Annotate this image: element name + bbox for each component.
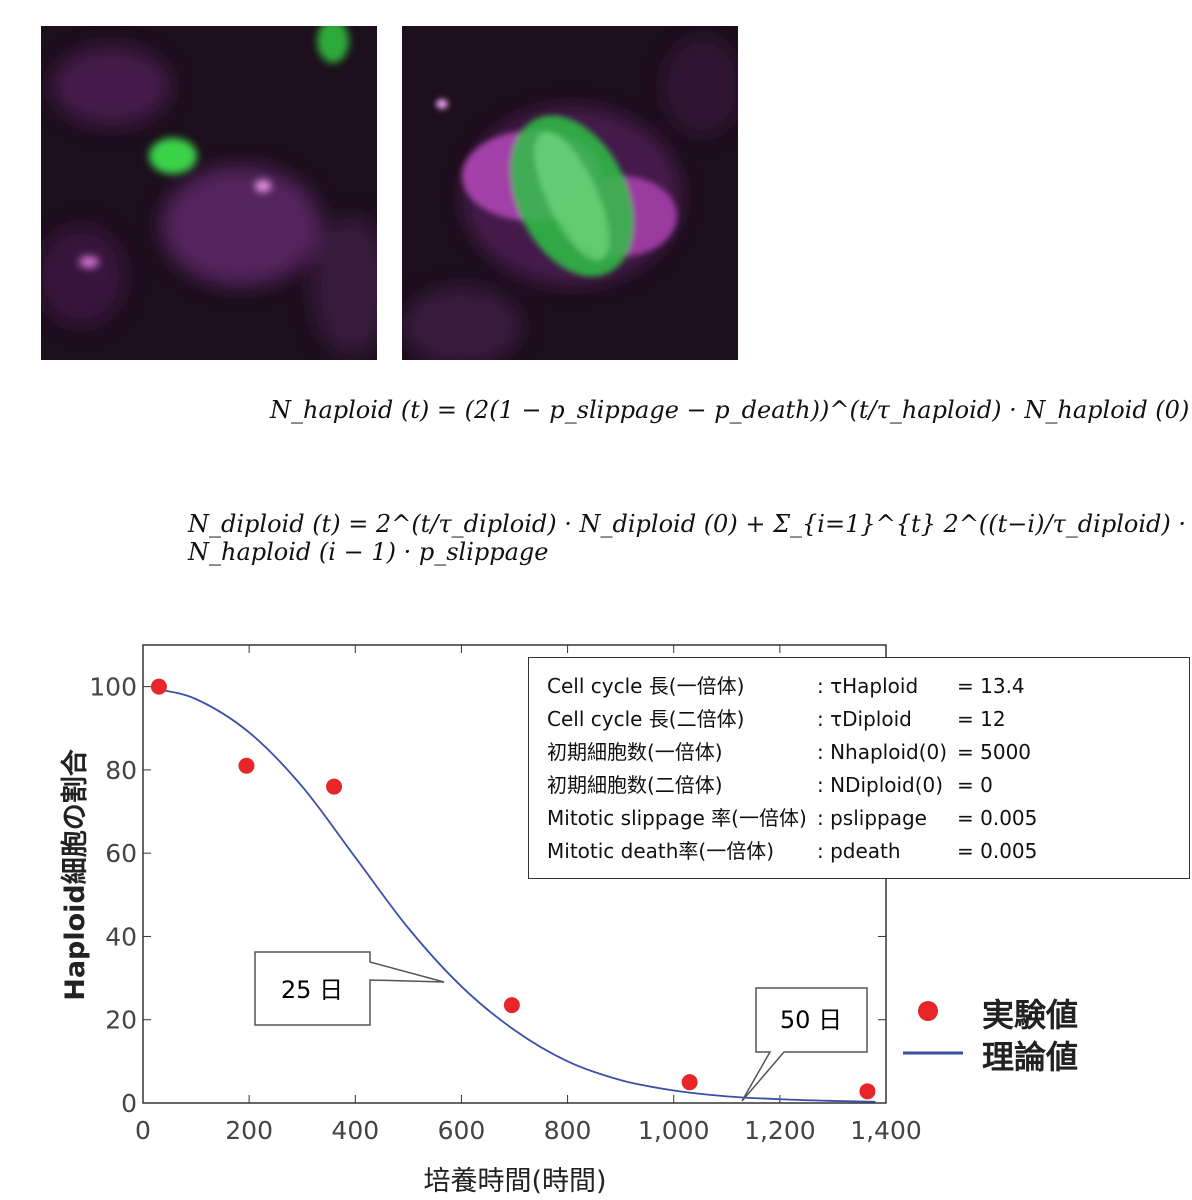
y-tick-label: 0 [121,1089,137,1118]
parameter-value: = 12 [957,707,1006,731]
x-tick-label: 800 [544,1116,592,1145]
x-tick-label: 0 [135,1116,151,1145]
data-point [326,778,343,795]
parameter-symbol: : τDiploid [817,707,912,731]
callout-25-days: 25 日 [254,951,445,1026]
parameter-label: Cell cycle 長(一倍体) [547,674,745,698]
y-tick-label: 20 [105,1006,137,1035]
data-point [238,757,255,774]
parameter-label: 初期細胞数(二倍体) [547,773,723,797]
equation-haploid: N_haploid (t) = (2(1 − p_slippage − p_de… [270,396,1190,424]
key-label-theoretical: 理論値 [982,1038,1078,1076]
x-tick-label: 600 [438,1116,486,1145]
parameter-value: = 13.4 [957,674,1025,698]
equation-diploid: N_diploid (t) = 2^(t/τ_diploid) · N_dipl… [188,510,1186,566]
x-tick-label: 1,400 [850,1116,922,1145]
x-tick-label: 200 [225,1116,273,1145]
parameter-row: Cell cycle 長(一倍体) : τHaploid = 13.4 [547,670,1189,703]
data-point [859,1083,876,1100]
callout-50-days: 50 日 [741,987,868,1102]
x-tick-label: 1,000 [638,1116,710,1145]
key-label-experimental: 実験値 [982,996,1078,1034]
y-tick-labels: 0 20 40 60 80 100 [89,673,137,1118]
y-tick-label: 60 [105,839,137,868]
x-tick-label: 1,200 [744,1116,816,1145]
y-tick-label: 40 [105,922,137,951]
parameter-row: Cell cycle 長(二倍体) : τDiploid = 12 [547,703,1189,736]
theoretical-curve [153,687,876,1103]
parameter-symbol: : τHaploid [817,674,919,698]
parameter-symbol: : pslippage [817,806,927,830]
x-tick-labels: 0 200 400 600 800 1,000 1,200 1,400 [135,1116,922,1145]
y-axis-label: Haploid細胞の割合 [59,749,91,1001]
parameter-symbol: : Nhaploid(0) [817,740,948,764]
microscopy-image-right [402,26,738,360]
data-point [150,678,167,695]
data-point [681,1074,698,1091]
x-axis-label: 培養時間(時間) [423,1166,606,1197]
x-tick-label: 400 [331,1116,379,1145]
parameter-row: 初期細胞数(一倍体) : Nhaploid(0) = 5000 [547,736,1189,769]
parameter-value: = 5000 [957,740,1032,764]
parameter-row: Mitotic slippage 率(一倍体) : pslippage = 0.… [547,802,1189,835]
parameter-box: Cell cycle 長(一倍体) : τHaploid = 13.4 Cell… [528,657,1190,879]
data-point [503,997,520,1014]
callout-50-days-text: 50 日 [780,1006,842,1034]
y-tick-label: 80 [105,756,137,785]
parameter-value: = 0.005 [957,806,1038,830]
parameter-label: Mitotic slippage 率(一倍体) [547,806,807,830]
parameter-value: = 0 [957,773,993,797]
experimental-points [150,678,876,1100]
parameter-row: Mitotic death率(一倍体) : pdeath = 0.005 [547,835,1189,868]
parameter-symbol: : pdeath [817,839,901,863]
callout-25-days-text: 25 日 [281,976,343,1004]
parameter-label: Mitotic death率(一倍体) [547,839,775,863]
parameter-value: = 0.005 [957,839,1038,863]
y-tick-label: 100 [89,673,137,702]
parameter-label: Cell cycle 長(二倍体) [547,707,745,731]
series-key: 実験値 理論値 [903,996,1078,1076]
parameter-label: 初期細胞数(一倍体) [547,740,723,764]
microscopy-image-left [41,26,377,360]
parameter-row: 初期細胞数(二倍体) : NDiploid(0) = 0 [547,769,1189,802]
parameter-symbol: : NDiploid(0) [817,773,944,797]
key-marker-experimental [918,1001,938,1021]
